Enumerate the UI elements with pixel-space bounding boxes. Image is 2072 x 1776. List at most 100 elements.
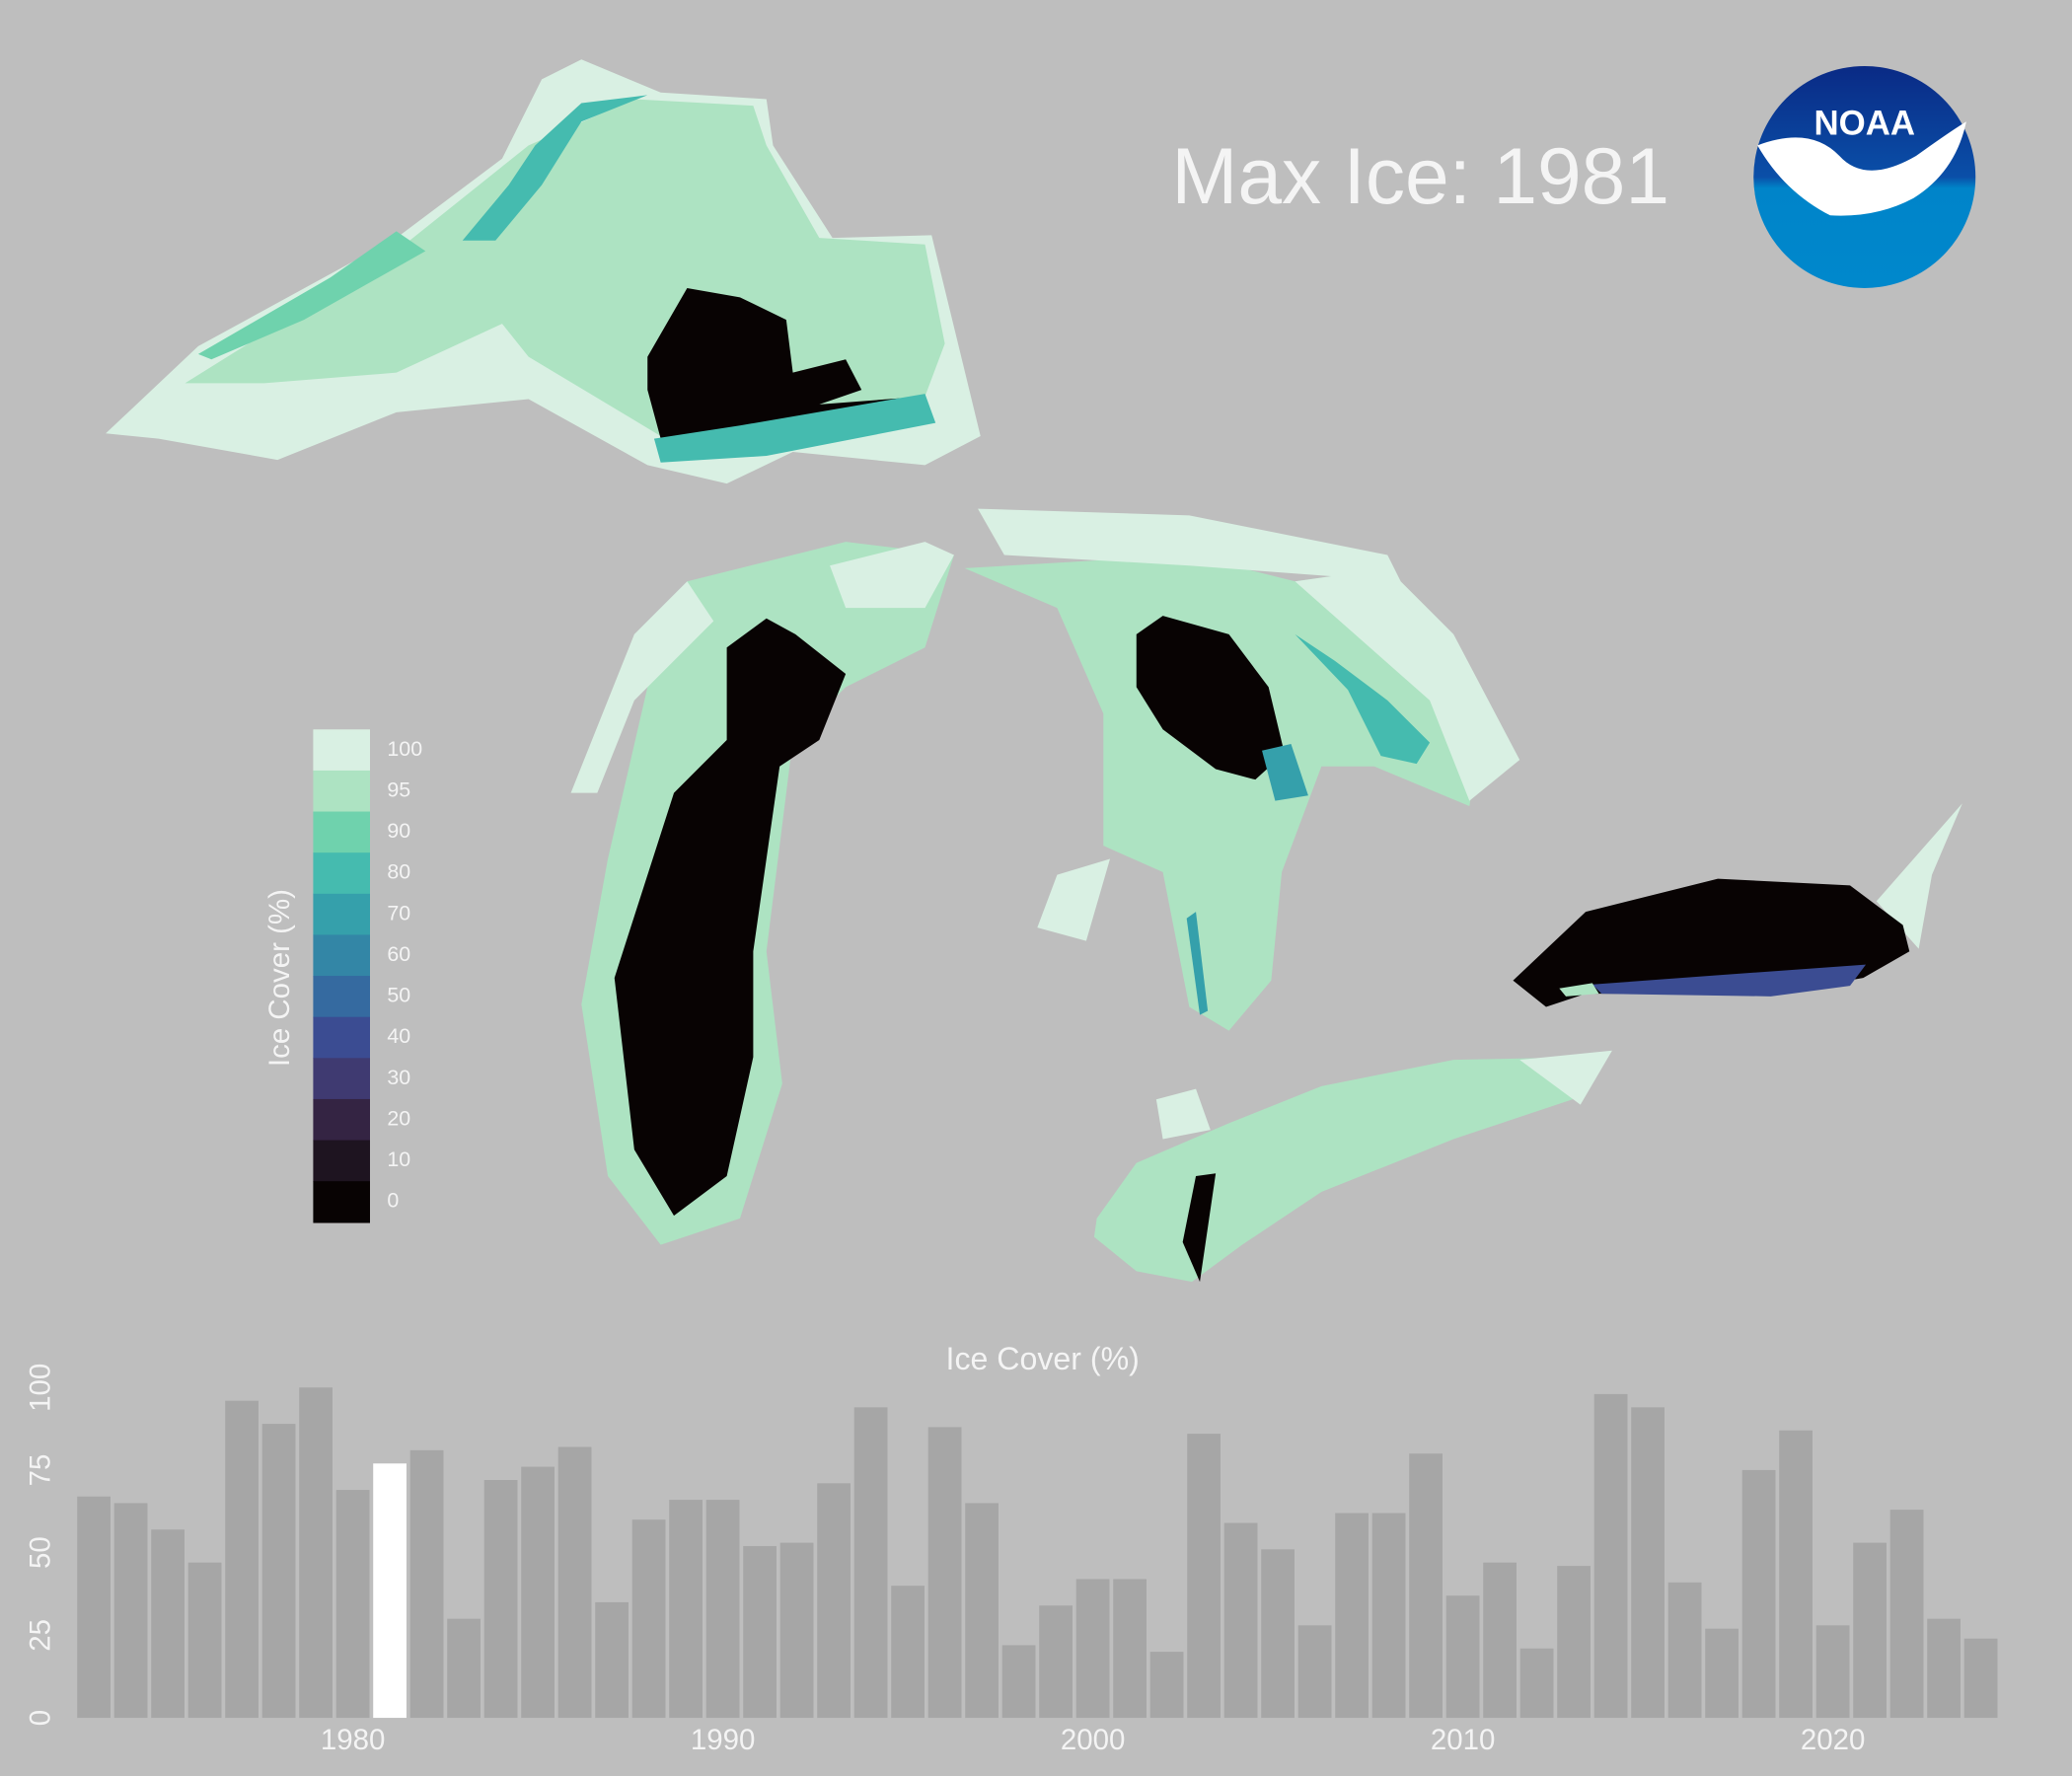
bar — [1297, 1625, 1332, 1719]
bar — [743, 1545, 777, 1719]
legend-swatch — [313, 934, 370, 977]
noaa-logo: NOAA — [1753, 65, 1976, 288]
bar-chart: Ice Cover (%) 0 25 50 75 100 1980 1990 2000 2010… — [25, 1341, 1998, 1756]
logo-bird — [1757, 121, 1966, 216]
bar — [1779, 1430, 1813, 1719]
bar — [631, 1519, 666, 1719]
ice-100 — [978, 508, 1401, 582]
bar — [1039, 1605, 1073, 1719]
bar — [705, 1500, 740, 1719]
y-tick-label: 25 — [25, 1619, 57, 1652]
legend-label: 90 — [387, 819, 410, 843]
ice-70 — [1186, 912, 1209, 1015]
y-tick-label: 100 — [25, 1364, 57, 1412]
y-tick-label: 0 — [25, 1710, 57, 1726]
legend-swatch — [313, 1016, 370, 1059]
map — [106, 59, 1962, 1283]
y-tick-label: 50 — [25, 1536, 57, 1569]
ice-100 — [1037, 858, 1110, 941]
x-tick-label: 2000 — [1061, 1724, 1126, 1756]
logo-text: NOAA — [1813, 104, 1915, 142]
bar — [853, 1407, 888, 1719]
ice-95 — [1559, 983, 1599, 997]
legend-swatch — [313, 852, 370, 895]
x-tick-label: 1990 — [691, 1724, 756, 1756]
bar — [1409, 1453, 1443, 1719]
bar — [669, 1500, 703, 1719]
bar — [1223, 1522, 1258, 1719]
legend-label: 50 — [387, 984, 410, 1007]
bar — [1889, 1510, 1924, 1719]
bar — [373, 1463, 407, 1719]
bar — [1149, 1652, 1184, 1719]
map-title: Max Ice: 1981 — [1171, 132, 1669, 221]
x-tick-label: 2020 — [1801, 1724, 1866, 1756]
bar — [1001, 1645, 1036, 1719]
bar — [927, 1427, 962, 1719]
legend-label: 0 — [387, 1189, 399, 1213]
bar — [557, 1446, 592, 1719]
bar — [1261, 1549, 1295, 1719]
bar — [187, 1562, 222, 1719]
legend-label: 30 — [387, 1066, 410, 1089]
bar — [1667, 1582, 1702, 1719]
legend-swatch — [313, 1140, 370, 1182]
legend-swatch — [313, 1181, 370, 1223]
ice-100 — [570, 581, 714, 793]
x-tick-label: 2010 — [1431, 1724, 1496, 1756]
bar — [151, 1529, 185, 1719]
bar — [779, 1542, 814, 1719]
bar — [299, 1387, 333, 1719]
bar — [1519, 1648, 1554, 1719]
bar — [447, 1618, 481, 1719]
bar — [1853, 1542, 1887, 1719]
bar — [891, 1586, 925, 1719]
ice-0 — [1136, 616, 1285, 780]
y-tick-label: 75 — [25, 1454, 57, 1487]
ice-40 — [1591, 964, 1867, 997]
ice-100 — [1519, 1050, 1612, 1105]
legend-label: 10 — [387, 1147, 410, 1171]
bar — [1187, 1434, 1221, 1719]
bar — [1741, 1469, 1776, 1719]
legend-swatch — [313, 770, 370, 813]
legend-swatch — [313, 1098, 370, 1142]
ice-100 — [1295, 567, 1520, 801]
bar — [1963, 1638, 1998, 1719]
ice-80 — [653, 394, 936, 463]
bar — [225, 1400, 259, 1719]
x-tick-label: 1980 — [321, 1724, 386, 1756]
bar — [1371, 1513, 1406, 1719]
bar — [409, 1449, 444, 1719]
bar — [1705, 1628, 1739, 1719]
bar — [1113, 1579, 1147, 1719]
ice-70 — [1262, 744, 1308, 801]
legend-swatch — [313, 1058, 370, 1100]
legend-swatch — [313, 811, 370, 853]
ice-80 — [1295, 633, 1431, 765]
ice-0 — [647, 287, 925, 439]
ice-100 — [830, 542, 954, 609]
bar — [1483, 1562, 1517, 1719]
bar — [261, 1424, 296, 1719]
ice-100 — [1876, 803, 1962, 949]
legend-swatch — [313, 729, 370, 772]
bar — [1557, 1566, 1591, 1719]
bar — [521, 1466, 555, 1719]
bar — [483, 1480, 518, 1719]
legend-title: Ice Cover (%) — [263, 889, 296, 1067]
lake-st-clair — [1155, 1088, 1211, 1140]
bar — [1815, 1625, 1850, 1719]
lake-erie — [1093, 1057, 1587, 1283]
legend-label: 100 — [387, 737, 422, 761]
chart-title: Ice Cover (%) — [946, 1341, 1140, 1376]
legend-label: 40 — [387, 1024, 410, 1048]
bar — [335, 1490, 370, 1719]
bar — [1927, 1618, 1961, 1719]
legend-swatch — [313, 976, 370, 1018]
bar — [1593, 1393, 1628, 1719]
legend-label: 80 — [387, 860, 410, 884]
legend-label: 20 — [387, 1106, 410, 1130]
